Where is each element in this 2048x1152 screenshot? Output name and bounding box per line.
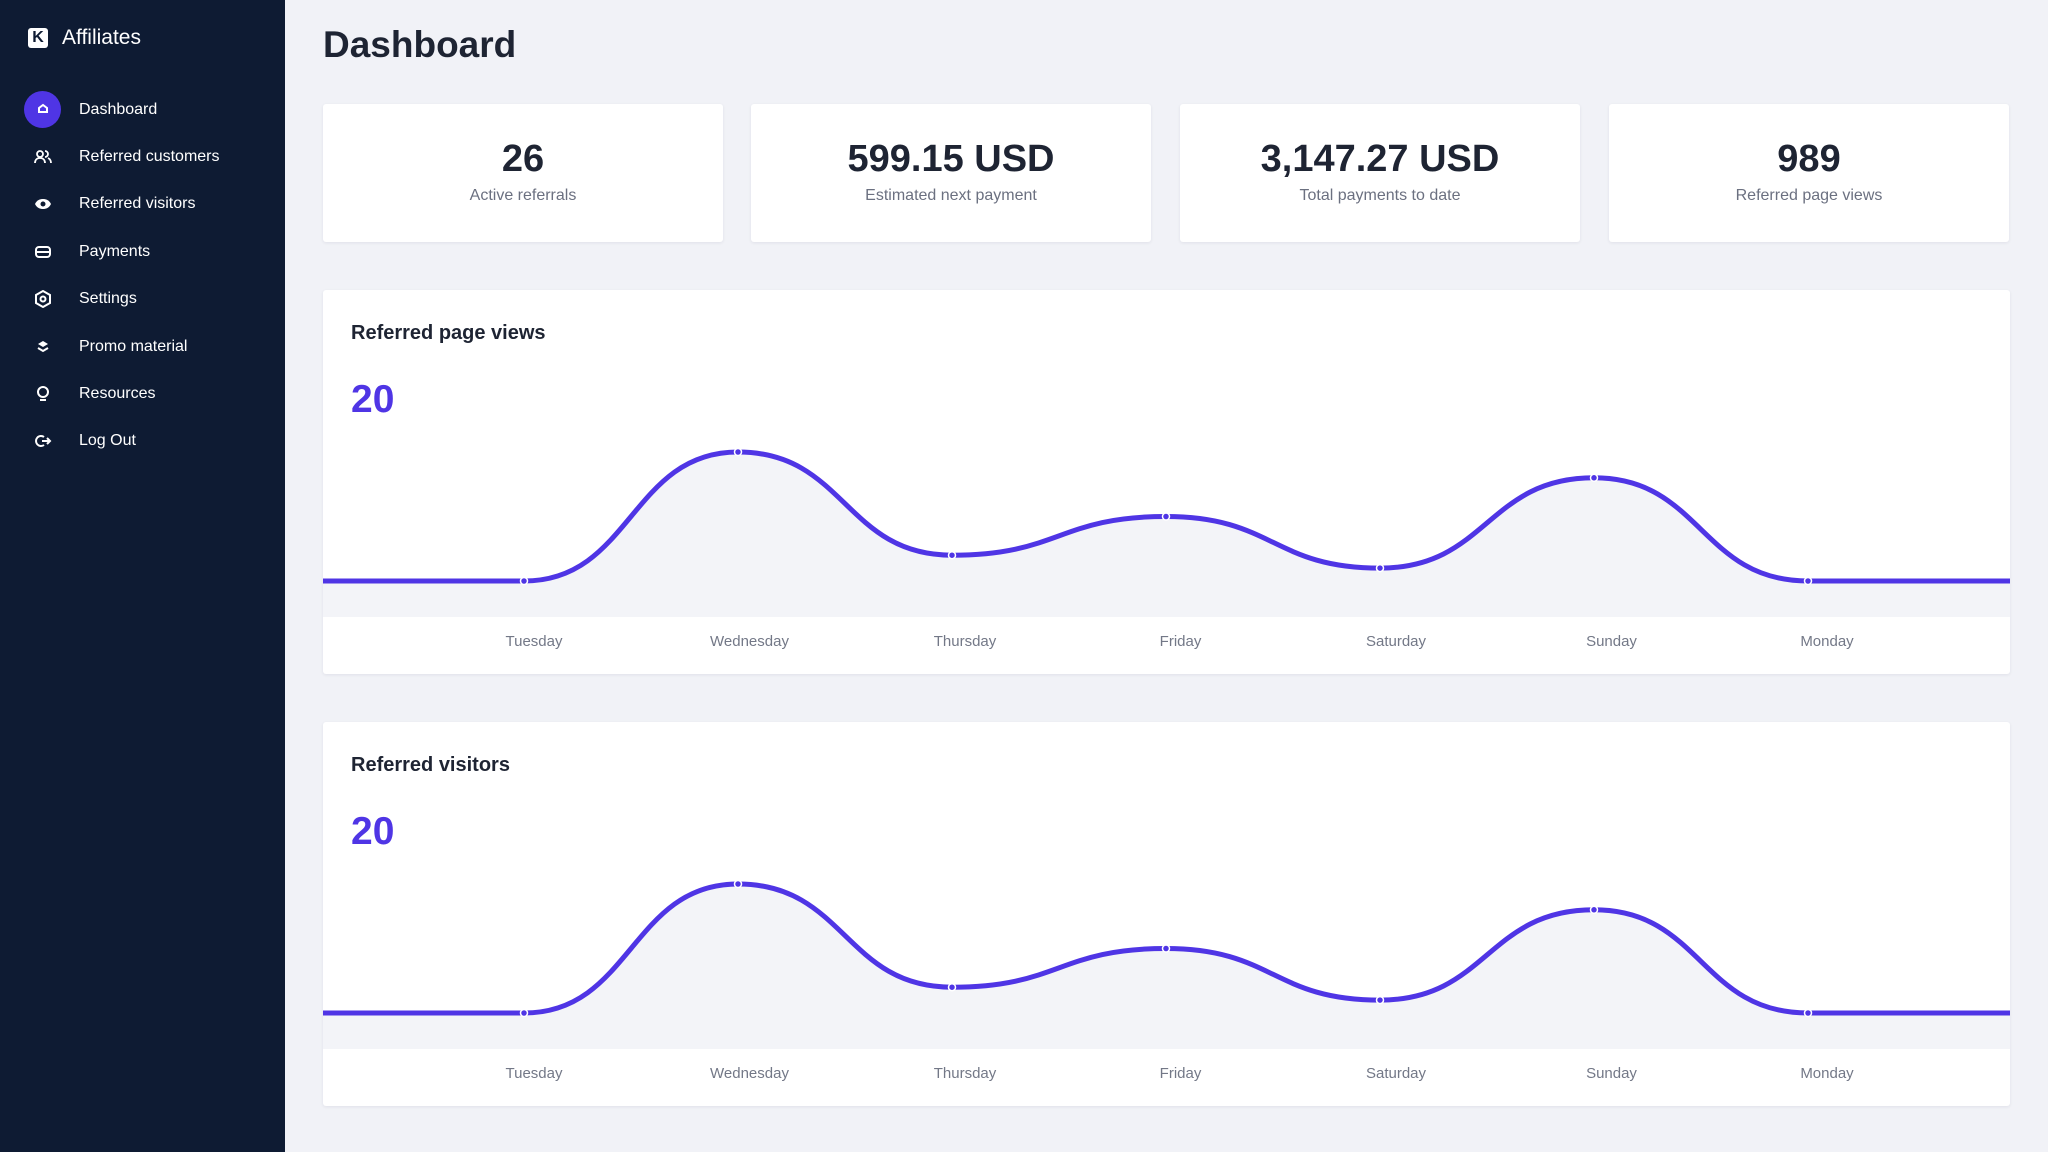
x-tick-label: Saturday (1366, 633, 1427, 650)
sidebar-item-label: Referred customers (79, 148, 220, 166)
sidebar-item-label: Dashboard (79, 100, 158, 118)
gear-icon (24, 281, 61, 318)
users-icon (24, 139, 61, 176)
sidebar-item-settings[interactable]: Settings (24, 276, 220, 323)
chart-headline: 20 (351, 810, 395, 853)
x-tick-label: Thursday (934, 1065, 997, 1082)
data-point[interactable] (947, 550, 957, 560)
x-tick-label: Saturday (1366, 1065, 1427, 1082)
sidebar: K Affiliates Dashboard Referred customers… (0, 0, 285, 1152)
data-point[interactable] (733, 879, 743, 889)
x-tick-label: Monday (1800, 633, 1854, 650)
stat-card-next-payment: 599.15 USD Estimated next payment (751, 104, 1151, 242)
stat-label: Referred page views (1735, 187, 1883, 204)
sidebar-item-label: Promo material (79, 337, 188, 355)
stat-label: Total payments to date (1299, 187, 1461, 204)
sidebar-item-referred-visitors[interactable]: Referred visitors (24, 181, 220, 228)
x-tick-label: Sunday (1586, 1065, 1637, 1082)
data-point[interactable] (1161, 944, 1171, 953)
chart-visitors: Tuesday Wednesday Thursday Friday Saturday Su… (323, 879, 2010, 1082)
stat-value: 599.15 USD (847, 138, 1055, 180)
chart-page-views: Tuesday Wednesday Thursday Friday Saturday Su… (323, 447, 2010, 650)
x-tick-label: Wednesday (710, 633, 789, 650)
chart-title: Referred page views (351, 322, 546, 344)
stat-value: 989 (1777, 138, 1841, 180)
x-tick-label: Sunday (1586, 633, 1637, 650)
sidebar-item-label: Resources (79, 385, 156, 403)
sidebar-item-label: Payments (79, 242, 151, 260)
eye-icon (24, 186, 61, 223)
x-tick-label: Thursday (934, 633, 997, 650)
data-point[interactable] (947, 982, 957, 992)
stat-value: 3,147.27 USD (1260, 138, 1500, 180)
stat-value: 26 (501, 138, 545, 180)
app-name: Affiliates (62, 26, 141, 49)
stat-card-total-payments: 3,147.27 USD Total payments to date (1180, 104, 1580, 242)
data-point[interactable] (1375, 995, 1385, 1005)
logout-icon (24, 423, 61, 460)
chart-headline: 20 (351, 378, 395, 421)
sidebar-item-resources[interactable]: Resources (24, 370, 220, 417)
layers-icon (24, 328, 61, 365)
brand-logo: K (28, 28, 48, 48)
lightbulb-icon (24, 376, 61, 413)
sidebar-item-label: Referred visitors (79, 195, 196, 213)
data-point[interactable] (1803, 576, 1813, 586)
x-tick-label: Monday (1800, 1065, 1854, 1082)
data-point[interactable] (1161, 512, 1171, 521)
x-tick-label: Wednesday (710, 1065, 789, 1082)
sidebar-item-payments[interactable]: Payments (24, 228, 220, 275)
sidebar-item-promo-material[interactable]: Promo material (24, 323, 220, 370)
page-title: Dashboard (323, 24, 517, 65)
chart-area (323, 452, 2010, 581)
x-tick-label: Friday (1160, 633, 1202, 650)
sidebar-nav: Dashboard Referred customers Referred visi… (24, 86, 220, 465)
chart-card-page-views: Tuesday Wednesday Thursday Friday Saturday Su… (323, 290, 2010, 674)
sidebar-item-log-out[interactable]: Log Out (24, 418, 220, 465)
data-point[interactable] (519, 1008, 529, 1018)
x-tick-label: Tuesday (506, 633, 563, 650)
data-point[interactable] (1589, 905, 1599, 915)
chart-area (323, 884, 2010, 1013)
data-point[interactable] (733, 447, 743, 457)
data-point[interactable] (1375, 563, 1385, 573)
stat-label: Estimated next payment (865, 187, 1037, 204)
sidebar-item-dashboard[interactable]: Dashboard (24, 86, 220, 133)
stat-label: Active referrals (469, 187, 577, 204)
stat-card-page-views: 989 Referred page views (1609, 104, 2009, 242)
data-point[interactable] (1803, 1008, 1813, 1018)
data-point[interactable] (519, 576, 529, 586)
sidebar-item-label: Settings (79, 290, 137, 308)
chart-baseline-band (323, 1013, 2010, 1049)
chart-card-visitors: Tuesday Wednesday Thursday Friday Saturday Su… (323, 722, 2010, 1106)
stat-card-active-referrals: 26 Active referrals (323, 104, 723, 242)
home-icon (24, 91, 61, 129)
main-content: Dashboard 26 Active referrals 599.15 USD… (285, 0, 2048, 1152)
data-point[interactable] (1589, 473, 1599, 483)
chart-baseline-band (323, 581, 2010, 617)
sidebar-item-label: Log Out (79, 432, 136, 450)
x-tick-label: Friday (1160, 1065, 1202, 1082)
brand[interactable]: K Affiliates (28, 26, 141, 50)
chart-title: Referred visitors (351, 754, 510, 776)
card-icon (24, 233, 61, 270)
x-tick-label: Tuesday (506, 1065, 563, 1082)
sidebar-item-referred-customers[interactable]: Referred customers (24, 133, 220, 180)
